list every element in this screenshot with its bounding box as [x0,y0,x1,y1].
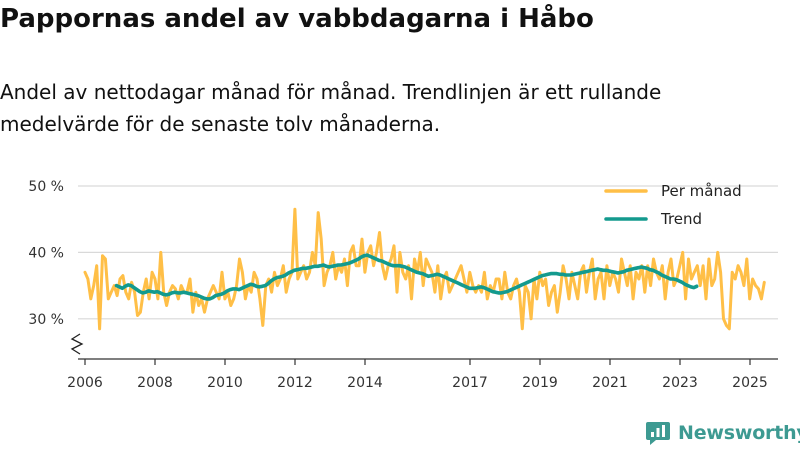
legend: Per månad Trend [604,182,742,228]
y-tick-label: 40 % [28,245,64,261]
gridlines [78,185,778,320]
chart-subtitle: Andel av nettodagar månad för månad. Tre… [0,80,662,136]
y-axis-ticks: 30 % 40 % 50 % [28,179,84,355]
axis-break-icon [70,333,84,355]
x-tick-label: 2025 [732,375,768,391]
chart-title: Pappornas andel av vabbdagarna i Håbo [0,4,594,34]
series-lines [83,207,766,331]
legend-label: Per månad [661,182,742,200]
y-tick-label: 50 % [28,179,64,195]
legend-trend: Trend [604,210,702,228]
x-tick-label: 2010 [207,375,243,391]
brand-name: Newsworthy [678,422,800,444]
newsworthy-brand[interactable]: Newsworthy [645,420,800,446]
series-line-per-manad [83,207,766,331]
legend-per-manad: Per månad [604,182,742,200]
legend-label: Trend [660,210,702,228]
x-tick-label: 2012 [277,375,313,391]
x-tick-label: 2021 [592,375,628,391]
y-tick-label: 30 % [28,312,64,328]
x-tick-label: 2017 [452,375,488,391]
x-tick-label: 2006 [67,375,103,391]
series-line-trend [114,253,699,301]
x-axis: 2006 2008 2010 2012 2014 2017 2019 2021 2023 2025 [67,358,778,391]
x-tick-label: 2008 [137,375,173,391]
newsworthy-logo-icon [646,422,670,445]
x-tick-label: 2023 [662,375,698,391]
x-tick-label: 2014 [347,375,383,391]
x-tick-label: 2019 [522,375,558,391]
